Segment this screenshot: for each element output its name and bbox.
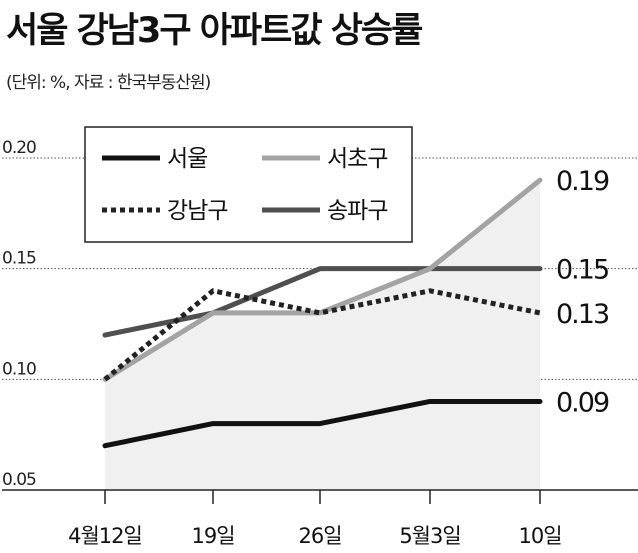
- x-tick-label: 4월12일: [68, 524, 142, 548]
- label-layer: 0.05 0.10 0.15 0.20 4월12일 19일 26일 5월3일 10일 0.09 0.…: [2, 138, 611, 548]
- x-tick-label: 5월3일: [399, 524, 460, 548]
- x-tick-label: 19일: [191, 524, 234, 548]
- chart-source-note: (단위: %, 자료 : 한국부동산원): [6, 73, 211, 93]
- y-tick-label: 0.20: [2, 138, 36, 158]
- legend-label-gangnam: 강남구: [167, 198, 227, 224]
- legend: 서울 서초구 강남구 송파구: [84, 126, 413, 243]
- x-tick-label: 10일: [518, 524, 561, 548]
- legend-label-seoul: 서울: [167, 146, 207, 172]
- shaded-area: [105, 180, 540, 490]
- x-tick-label: 26일: [298, 524, 341, 548]
- legend-label-songpa: 송파구: [327, 198, 387, 224]
- series-line-seocho: [102, 177, 543, 382]
- y-tick-label: 0.15: [2, 249, 36, 269]
- series-line-seoul: [102, 398, 543, 449]
- end-label-seocho: 0.19: [556, 166, 609, 197]
- axis-layer: [2, 489, 638, 504]
- area-layer: [105, 180, 540, 490]
- y-tick-label: 0.05: [2, 470, 36, 490]
- end-label-songpa: 0.15: [556, 255, 608, 286]
- y-tick-label: 0.10: [2, 359, 36, 379]
- legend-label-seocho: 서초구: [327, 146, 387, 172]
- series-layer: [102, 177, 543, 449]
- end-label-gangnam: 0.13: [556, 299, 609, 330]
- chart-title: 서울 강남3구 아파트값 상승률: [6, 11, 423, 51]
- legend-box: [84, 126, 413, 243]
- end-label-seoul: 0.09: [556, 387, 609, 418]
- series-line-gangnam: [103, 288, 541, 382]
